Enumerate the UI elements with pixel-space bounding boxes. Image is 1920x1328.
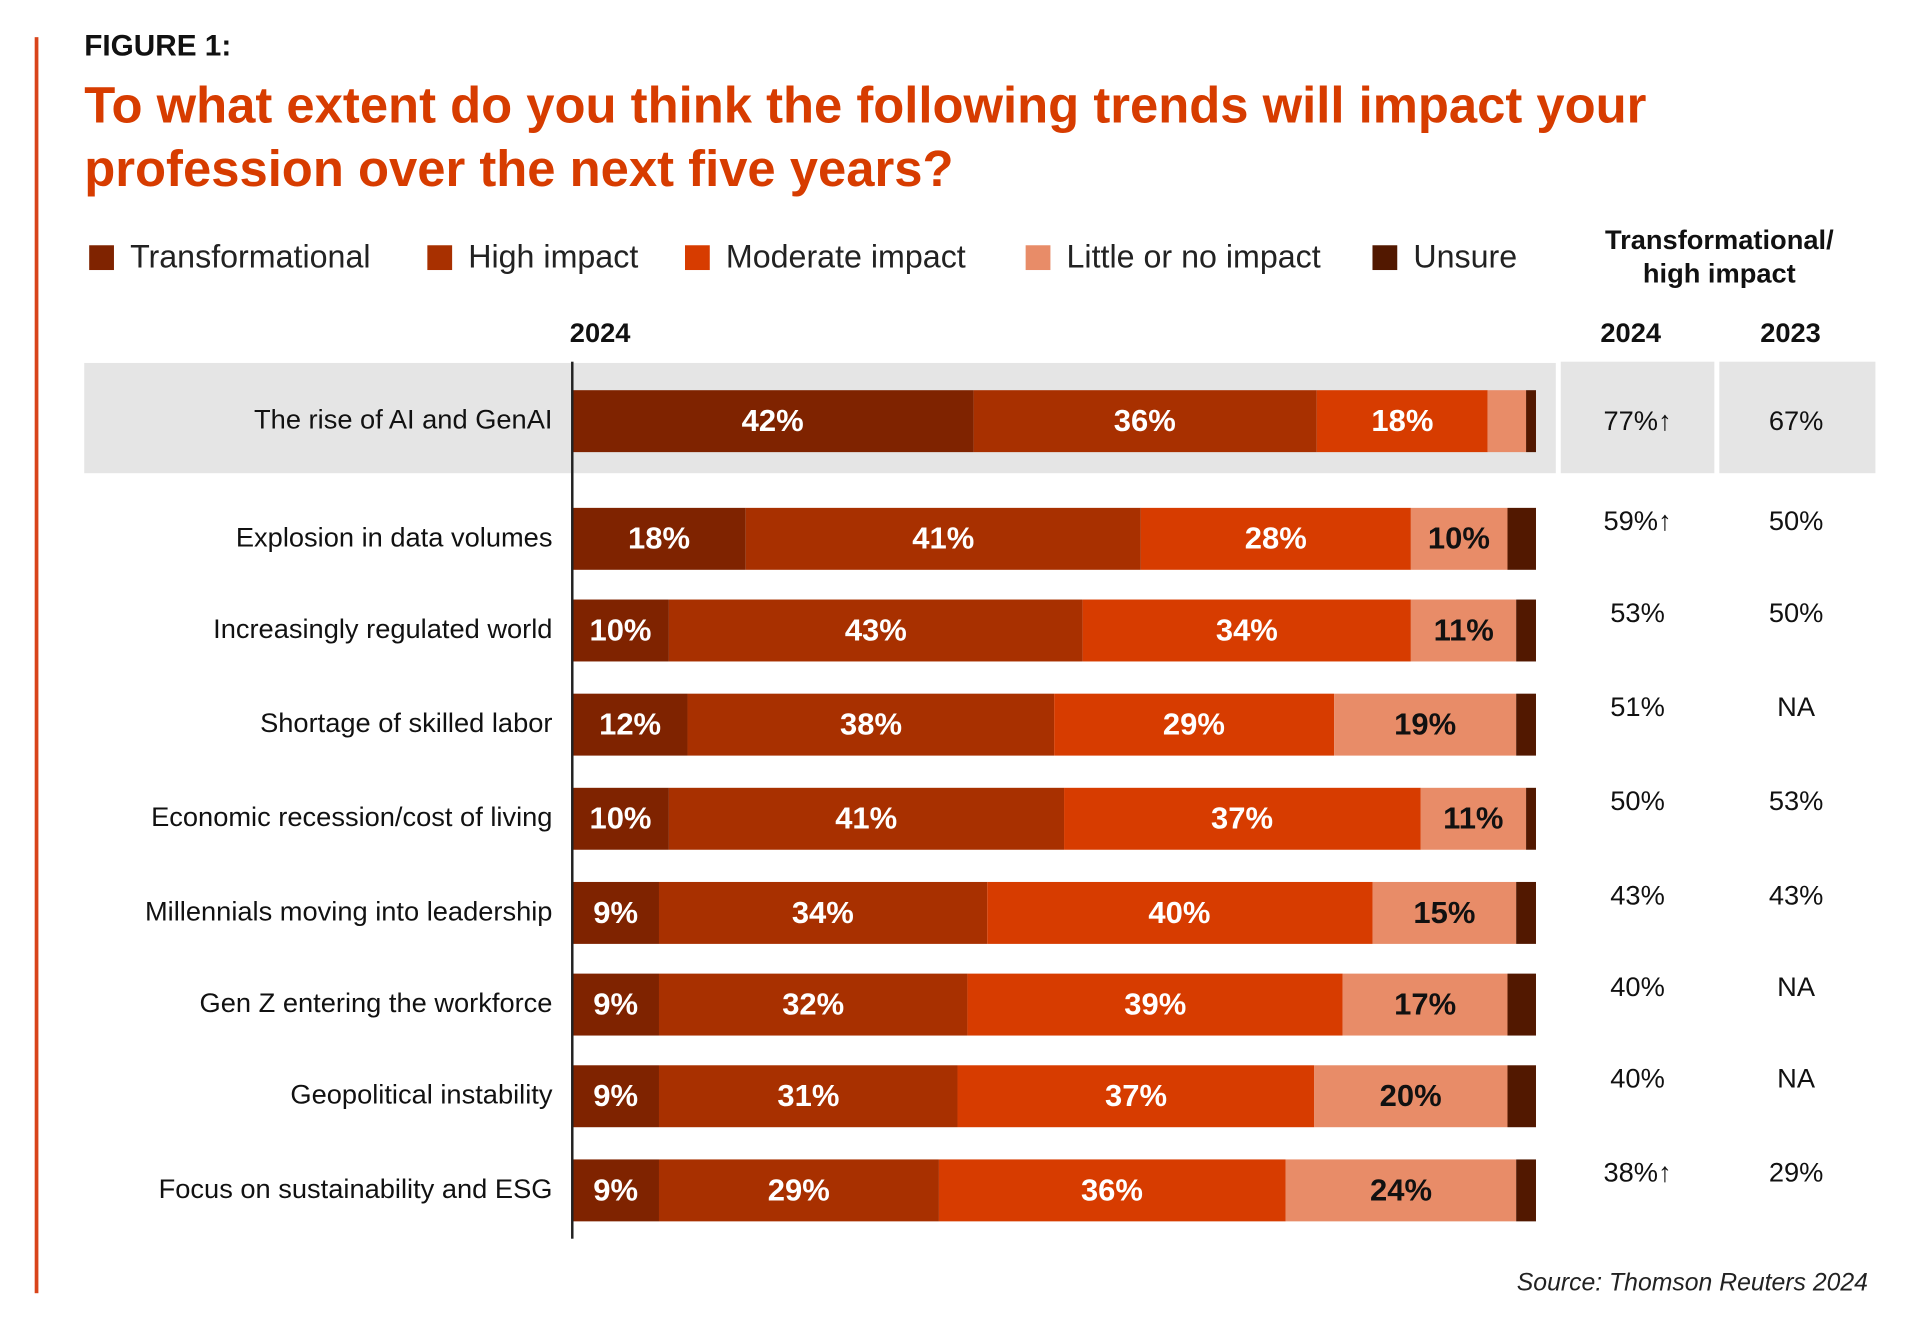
bar-segment-high-impact: 34% — [659, 881, 987, 944]
bar-segment-unsure — [1526, 390, 1536, 453]
chart-title: To what extent do you think the followin… — [84, 76, 1647, 197]
legend-swatch — [89, 244, 114, 270]
bar-segment-high-impact: 36% — [973, 390, 1317, 453]
bar-segment-transformational: 18% — [572, 507, 746, 570]
side-value-2024: 38%↑ — [1603, 1156, 1672, 1188]
bar-column-header: 2024 — [569, 317, 631, 349]
bar-segment-unsure — [1516, 1159, 1536, 1222]
category-label: Focus on sustainability and ESG — [158, 1173, 553, 1205]
bar-segment-moderate-impact: 34% — [1083, 599, 1411, 662]
legend-label: Moderate impact — [725, 237, 966, 275]
bar-segment-little-or-no-impact: 11% — [1410, 599, 1517, 662]
bar-segment-high-impact: 32% — [659, 973, 968, 1036]
legend-label: Unsure — [1413, 237, 1518, 275]
side-value-2023: 29% — [1768, 1156, 1824, 1188]
side-value-2023: NA — [1777, 691, 1816, 723]
category-label: Gen Z entering the workforce — [199, 987, 553, 1019]
bar-segment-high-impact: 31% — [659, 1065, 958, 1128]
bar-segment-transformational: 9% — [572, 973, 660, 1036]
legend-item: Little or no impact — [1025, 237, 1321, 276]
bar-segment-transformational: 9% — [572, 1159, 660, 1222]
legend-item: Moderate impact — [685, 238, 966, 276]
legend-label: Little or no impact — [1066, 237, 1321, 275]
side-col-header-2023: 2023 — [1760, 317, 1821, 349]
axis-line — [571, 361, 573, 1239]
cell-highlight-2024 — [1560, 361, 1715, 474]
side-value-2024: 50% — [1610, 785, 1665, 817]
bar-segment-unsure — [1507, 973, 1536, 1036]
side-value-2024: 40% — [1610, 1062, 1665, 1094]
legend-swatch — [685, 244, 710, 270]
bar-segment-moderate-impact: 29% — [1054, 693, 1334, 756]
bar-segment-moderate-impact: 39% — [967, 973, 1344, 1036]
bar-segment-unsure — [1507, 1065, 1536, 1128]
bar-segment-unsure — [1516, 599, 1536, 662]
legend-item: Transformational — [89, 237, 371, 276]
bar-segment-moderate-impact: 18% — [1316, 390, 1489, 453]
category-label: Explosion in data volumes — [235, 521, 553, 553]
bar-segment-transformational: 9% — [572, 1065, 660, 1128]
bar-segment-high-impact: 43% — [668, 599, 1084, 662]
bar-segment-little-or-no-impact: 24% — [1285, 1159, 1517, 1222]
bar-segment-transformational: 9% — [572, 881, 660, 944]
side-value-2023: 50% — [1768, 597, 1824, 629]
accent-line — [34, 37, 39, 1294]
bar-segment-little-or-no-impact: 19% — [1333, 693, 1517, 756]
side-value-2024: 77%↑ — [1603, 405, 1672, 437]
bar-segment-high-impact: 41% — [668, 787, 1064, 850]
bar-segment-high-impact: 41% — [745, 507, 1141, 570]
bar-segment-transformational: 10% — [572, 787, 669, 850]
category-label: Increasingly regulated world — [213, 613, 553, 645]
bar-segment-moderate-impact: 37% — [1063, 787, 1421, 850]
legend-swatch — [1025, 244, 1051, 270]
legend-item: Unsure — [1372, 238, 1517, 276]
bar-segment-high-impact: 38% — [687, 693, 1055, 756]
bar-segment-moderate-impact: 36% — [938, 1159, 1286, 1222]
side-value-2023: 67% — [1768, 405, 1824, 437]
bar-segment-transformational: 12% — [572, 693, 688, 756]
category-label: The rise of AI and GenAI — [254, 403, 553, 435]
cell-highlight-2023 — [1719, 361, 1876, 474]
bar-segment-little-or-no-impact: 17% — [1343, 973, 1508, 1036]
bar-segment-unsure — [1516, 881, 1536, 944]
bar-segment-little-or-no-impact — [1488, 390, 1527, 453]
category-label: Shortage of skilled labor — [260, 707, 553, 739]
bar-segment-moderate-impact: 28% — [1140, 507, 1411, 570]
bar-segment-moderate-impact: 37% — [957, 1065, 1315, 1128]
legend-item: High impact — [427, 238, 638, 276]
side-value-2024: 59%↑ — [1603, 505, 1672, 537]
bar-segment-high-impact: 29% — [659, 1159, 939, 1222]
side-value-2023: 43% — [1768, 879, 1824, 911]
bar-segment-transformational: 10% — [572, 599, 669, 662]
legend-label: Transformational — [130, 237, 371, 275]
side-value-2023: 53% — [1768, 785, 1824, 817]
bar-segment-little-or-no-impact: 15% — [1372, 881, 1517, 944]
bar-segment-little-or-no-impact: 11% — [1420, 787, 1527, 850]
bar-segment-unsure — [1526, 787, 1536, 850]
side-value-2024: 40% — [1610, 971, 1665, 1003]
category-label: Economic recession/cost of living — [151, 801, 553, 833]
legend-swatch — [427, 244, 453, 270]
side-value-2023: 50% — [1768, 505, 1824, 537]
legend-label: High impact — [468, 237, 639, 275]
bar-segment-little-or-no-impact: 10% — [1410, 507, 1508, 570]
side-value-2023: NA — [1777, 971, 1816, 1003]
legend-swatch — [1372, 244, 1398, 270]
bar-segment-transformational: 42% — [572, 390, 974, 453]
figure-label: FIGURE 1: — [84, 29, 232, 64]
side-value-2024: 43% — [1610, 879, 1665, 911]
category-label: Millennials moving into leadership — [144, 895, 553, 927]
bar-segment-unsure — [1507, 507, 1536, 570]
bar-segment-moderate-impact: 40% — [986, 881, 1373, 944]
side-value-2023: NA — [1777, 1062, 1816, 1094]
bar-segment-little-or-no-impact: 20% — [1314, 1065, 1508, 1128]
category-label: Geopolitical instability — [290, 1078, 553, 1110]
bar-segment-unsure — [1516, 693, 1536, 756]
side-value-2024: 51% — [1610, 691, 1665, 723]
side-table-header: Transformational/ high impact — [1604, 224, 1834, 289]
source-note: Source: Thomson Reuters 2024 — [1516, 1269, 1868, 1297]
side-value-2024: 53% — [1610, 597, 1665, 629]
side-col-header-2024: 2024 — [1600, 317, 1662, 349]
